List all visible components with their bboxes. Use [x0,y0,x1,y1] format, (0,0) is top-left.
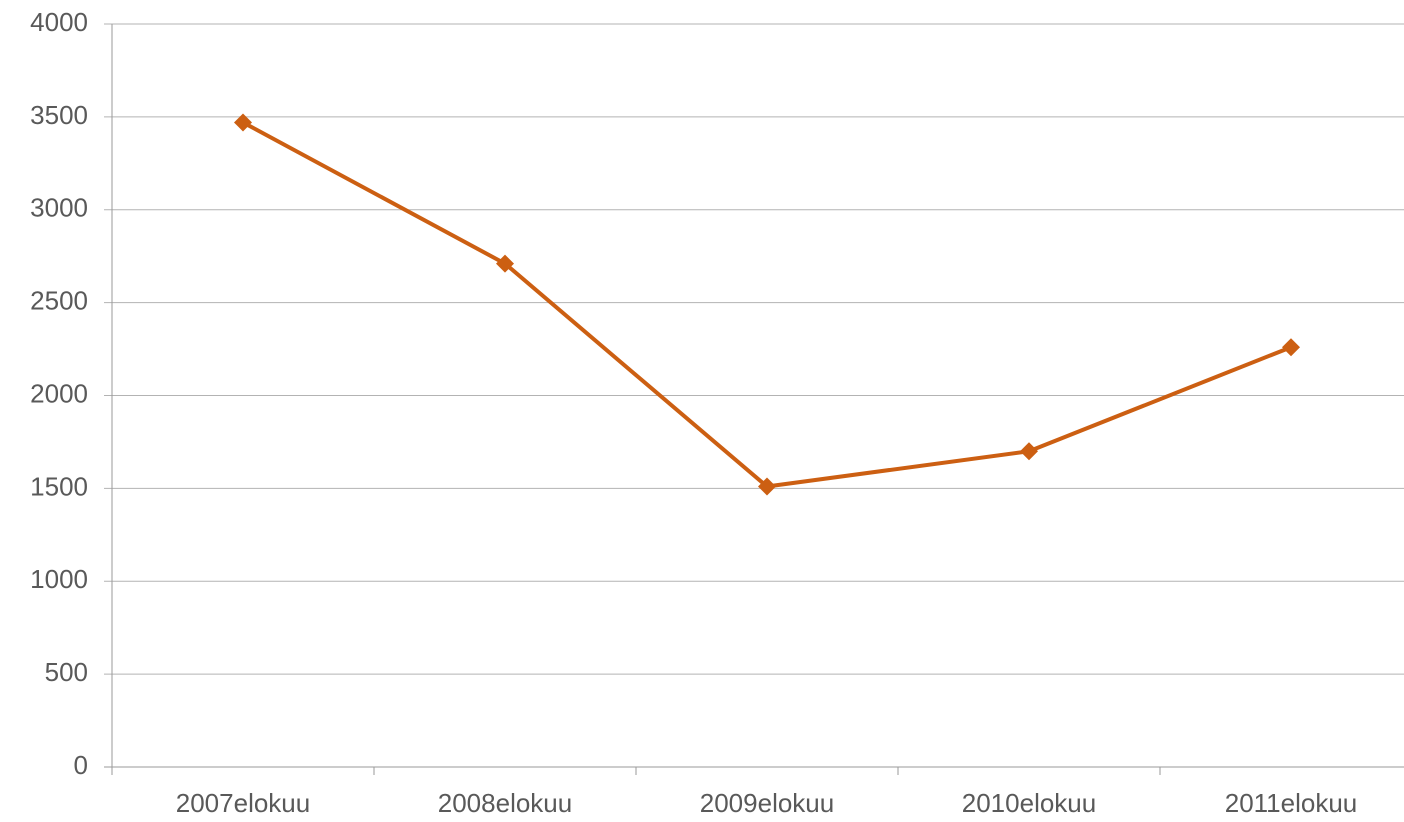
y-tick-label: 3500 [30,100,88,130]
x-tick-label: 2008elokuu [438,788,572,818]
y-tick-label: 0 [74,750,88,780]
y-tick-label: 1500 [30,471,88,501]
x-tick-label: 2010elokuu [962,788,1096,818]
y-tick-label: 1000 [30,564,88,594]
x-tick-label: 2009elokuu [700,788,834,818]
marker [1020,442,1038,461]
y-tick-label: 4000 [30,7,88,37]
marker [234,113,252,132]
series-line [242,120,1292,489]
y-tick-label: 2000 [30,378,88,408]
y-tick-label: 2500 [30,286,88,316]
y-tick-label: 500 [45,657,88,687]
x-tick-label: 2011elokuu [1225,788,1358,818]
x-tick-label: 2007elokuu [176,788,310,818]
y-tick-label: 3000 [30,193,88,223]
marker [1282,338,1300,357]
marker [758,477,776,496]
marker [496,254,514,273]
